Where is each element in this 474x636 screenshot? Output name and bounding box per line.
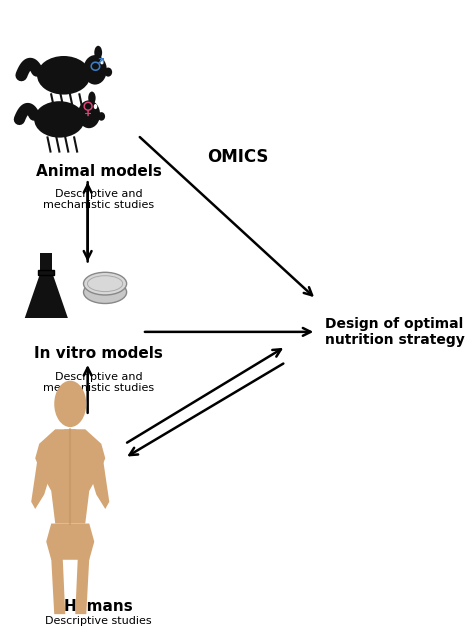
Polygon shape [63, 429, 77, 442]
Polygon shape [25, 273, 68, 318]
Text: ♀: ♀ [82, 100, 94, 118]
Polygon shape [35, 429, 105, 523]
Ellipse shape [37, 56, 91, 95]
Text: ♂: ♂ [88, 57, 104, 75]
Text: Descriptive and
mechanistic studies: Descriptive and mechanistic studies [43, 371, 154, 393]
Ellipse shape [78, 100, 100, 128]
Ellipse shape [83, 55, 107, 85]
Ellipse shape [83, 281, 127, 303]
Ellipse shape [34, 101, 84, 137]
Circle shape [94, 104, 97, 109]
Ellipse shape [94, 46, 102, 59]
Polygon shape [85, 445, 109, 509]
Text: Design of optimal
nutrition strategy: Design of optimal nutrition strategy [325, 317, 465, 347]
FancyBboxPatch shape [38, 270, 54, 275]
Text: In vitro models: In vitro models [34, 347, 163, 361]
Text: Animal models: Animal models [36, 163, 162, 179]
Polygon shape [40, 252, 52, 273]
Polygon shape [75, 558, 89, 614]
Text: OMICS: OMICS [207, 148, 269, 166]
Text: Descriptive studies: Descriptive studies [45, 616, 152, 626]
Circle shape [54, 381, 86, 427]
Ellipse shape [83, 272, 127, 295]
Polygon shape [31, 445, 55, 509]
Ellipse shape [88, 92, 96, 104]
Polygon shape [46, 523, 94, 560]
Text: Descriptive and
mechanistic studies: Descriptive and mechanistic studies [43, 189, 154, 211]
Ellipse shape [98, 112, 105, 121]
Circle shape [100, 59, 104, 64]
Ellipse shape [104, 67, 112, 77]
Polygon shape [51, 558, 65, 614]
Text: Humans: Humans [64, 598, 133, 614]
